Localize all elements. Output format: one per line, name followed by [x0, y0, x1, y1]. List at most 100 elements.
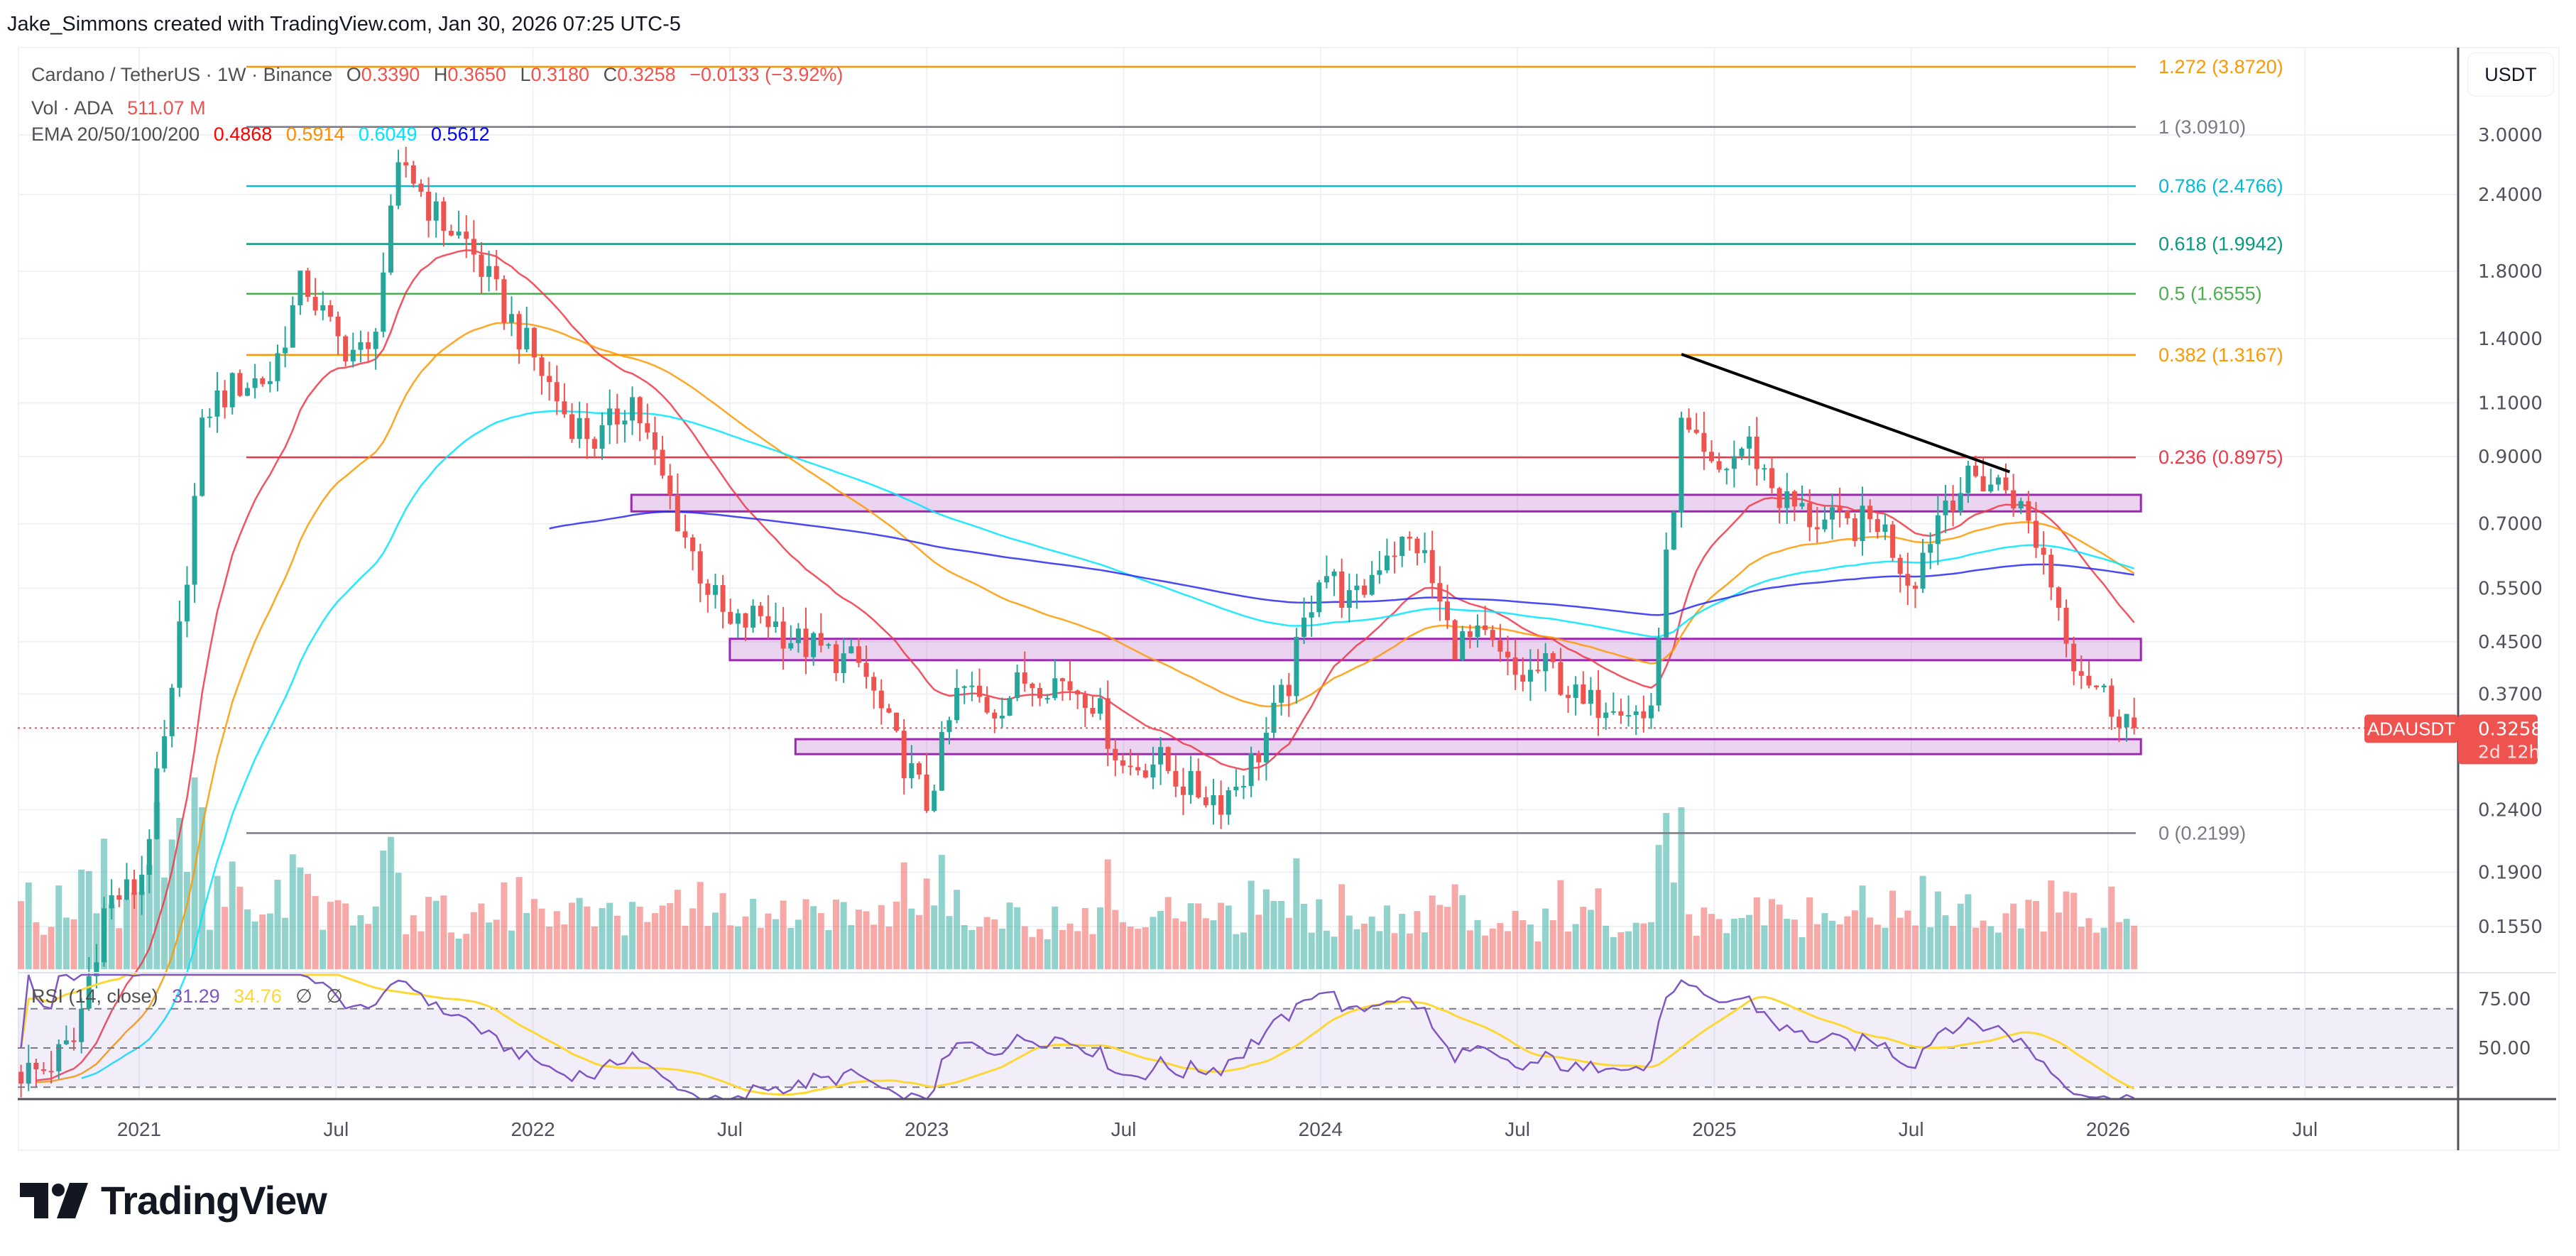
candle [1791, 489, 1797, 522]
candle [1483, 606, 1488, 635]
candle [751, 599, 756, 633]
candle-body [479, 254, 484, 277]
volume-bar [93, 913, 100, 969]
candle-body [320, 305, 326, 311]
candle-body [758, 606, 763, 616]
candle [1799, 485, 1805, 510]
volume-bar [878, 905, 885, 969]
volume-bar [2040, 932, 2047, 969]
candle [1113, 738, 1118, 777]
candle [1943, 484, 1948, 533]
candle [871, 672, 877, 709]
candle-body [1950, 501, 1956, 512]
candle-body [139, 874, 145, 895]
volume-bar [123, 899, 130, 969]
candle [26, 1044, 31, 1091]
rsi-label[interactable]: RSI (14, close) [31, 985, 158, 1007]
candle-body [1490, 630, 1495, 640]
candle [1716, 452, 1722, 473]
candle-body [591, 439, 597, 449]
candle-body [1890, 524, 1896, 558]
time-axis-label: Jul [1111, 1118, 1137, 1140]
volume-bar [1361, 923, 1368, 969]
candle-body [2011, 490, 2016, 509]
candle-body [79, 1008, 84, 1042]
volume-bar [682, 925, 689, 969]
candle [1656, 628, 1661, 712]
currency-button[interactable]: USDT [2467, 53, 2554, 97]
candle [697, 543, 703, 603]
candle [961, 685, 967, 704]
volume-bar [2131, 925, 2138, 969]
candle-body [524, 327, 530, 350]
volume-bar [1512, 910, 1519, 969]
candle-body [1897, 557, 1903, 574]
candle-body [2132, 717, 2137, 728]
volume-bar [1851, 910, 1858, 969]
tradingview-logo[interactable]: TradingView [20, 1177, 327, 1223]
volume-bar [395, 873, 402, 969]
candle [1905, 552, 1911, 606]
volume-bar [33, 922, 40, 969]
candlesticks [18, 146, 2137, 1098]
volume-bar [2025, 900, 2032, 969]
candle-body [969, 685, 975, 687]
rsi-ma-line [20, 973, 2135, 1096]
candle-body [712, 585, 718, 595]
candle-body [290, 305, 295, 348]
candle-body [1475, 625, 1480, 638]
candle [471, 220, 476, 273]
candle [795, 623, 801, 653]
candle [1867, 499, 1873, 533]
candle [1566, 686, 1571, 713]
candle-body [2034, 520, 2039, 548]
candle [448, 224, 454, 237]
candle-body [1739, 448, 1745, 457]
volume-bar [961, 924, 968, 969]
candle-body [1067, 681, 1073, 691]
candle [1226, 787, 1231, 825]
volume-bar [1784, 919, 1791, 969]
volume-bar [131, 892, 138, 969]
candle-body [1286, 684, 1292, 697]
candle-body [1791, 491, 1797, 507]
candle [1543, 643, 1549, 692]
volume-bar [976, 927, 983, 969]
candle-body [984, 697, 990, 713]
candle [1708, 440, 1714, 464]
volume-label[interactable]: Vol · ADA [31, 97, 114, 119]
candle [109, 879, 114, 920]
volume-bar [342, 903, 349, 969]
candle [1550, 651, 1556, 669]
candle [1180, 768, 1186, 816]
volume-bar [787, 927, 795, 969]
volume-bar [1746, 914, 1753, 969]
volume-bar [222, 907, 229, 969]
volume-bar [259, 914, 266, 969]
volume-bar [636, 906, 643, 969]
candle [358, 330, 364, 363]
candle [2048, 548, 2054, 601]
candle [728, 599, 733, 626]
candle [1362, 579, 1368, 598]
candle [169, 684, 175, 748]
symbol-name[interactable]: Cardano / TetherUS · 1W · Binance [31, 64, 333, 85]
candle [1354, 574, 1360, 609]
symbol-price-tag [2364, 714, 2458, 743]
volume-bar [1572, 924, 1579, 969]
volume-bar [1603, 925, 1610, 969]
candle-body [1098, 698, 1103, 714]
candle-body [901, 731, 907, 779]
candle-body [1399, 536, 1405, 557]
ema-label[interactable]: EMA 20/50/100/200 [31, 124, 200, 145]
candle [1188, 755, 1194, 804]
volume-bar [2017, 928, 2024, 969]
volume-bar [1549, 919, 1556, 969]
candle [177, 601, 182, 697]
candle-body [312, 297, 318, 311]
candle [562, 383, 567, 418]
candle-body [946, 720, 952, 732]
volume-bar [1006, 902, 1013, 969]
candle [1610, 692, 1616, 715]
